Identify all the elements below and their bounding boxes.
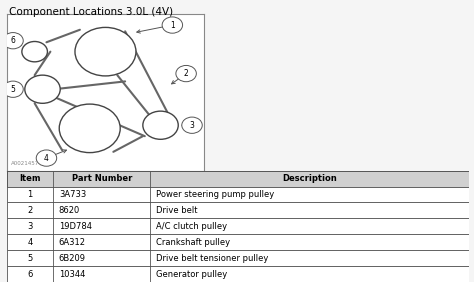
Circle shape (3, 32, 23, 49)
Text: Generator pulley: Generator pulley (156, 270, 227, 279)
Text: 4: 4 (27, 238, 33, 247)
Circle shape (3, 81, 23, 97)
Text: 2: 2 (184, 69, 189, 78)
Text: 3: 3 (190, 121, 194, 130)
Text: 8620: 8620 (59, 206, 80, 215)
Text: 5: 5 (27, 254, 33, 263)
Text: 4: 4 (44, 154, 49, 163)
Text: 6: 6 (27, 270, 33, 279)
Text: 1: 1 (27, 190, 33, 199)
Bar (7, 266, 469, 282)
Text: Component Locations 3.0L (4V): Component Locations 3.0L (4V) (9, 7, 173, 17)
Text: Item: Item (19, 174, 41, 183)
Circle shape (176, 65, 196, 82)
Bar (7, 202, 469, 218)
Text: A0021457: A0021457 (11, 161, 39, 166)
Text: 1: 1 (170, 21, 175, 30)
Circle shape (25, 75, 60, 103)
Text: 6B209: 6B209 (59, 254, 86, 263)
Bar (7, 218, 469, 234)
Text: Power steering pump pulley: Power steering pump pulley (156, 190, 274, 199)
Text: 5: 5 (10, 85, 16, 94)
Circle shape (143, 111, 178, 139)
Circle shape (36, 150, 57, 166)
Circle shape (59, 104, 120, 153)
Circle shape (162, 17, 182, 33)
Bar (7, 171, 469, 186)
Text: 10344: 10344 (59, 270, 85, 279)
Text: Part Number: Part Number (72, 174, 132, 183)
Text: 2: 2 (27, 206, 33, 215)
Text: 19D784: 19D784 (59, 222, 92, 231)
Text: 6: 6 (10, 36, 16, 45)
Bar (7, 186, 469, 202)
Circle shape (22, 41, 47, 62)
Text: 6A312: 6A312 (59, 238, 86, 247)
Text: Crankshaft pulley: Crankshaft pulley (156, 238, 230, 247)
Bar (7, 234, 469, 250)
Text: Drive belt tensioner pulley: Drive belt tensioner pulley (156, 254, 268, 263)
Text: A/C clutch pulley: A/C clutch pulley (156, 222, 227, 231)
Circle shape (182, 117, 202, 133)
Text: 3A733: 3A733 (59, 190, 86, 199)
Text: Drive belt: Drive belt (156, 206, 198, 215)
Bar (7, 250, 469, 266)
Circle shape (75, 27, 136, 76)
Text: 3: 3 (27, 222, 33, 231)
Text: Description: Description (283, 174, 337, 183)
